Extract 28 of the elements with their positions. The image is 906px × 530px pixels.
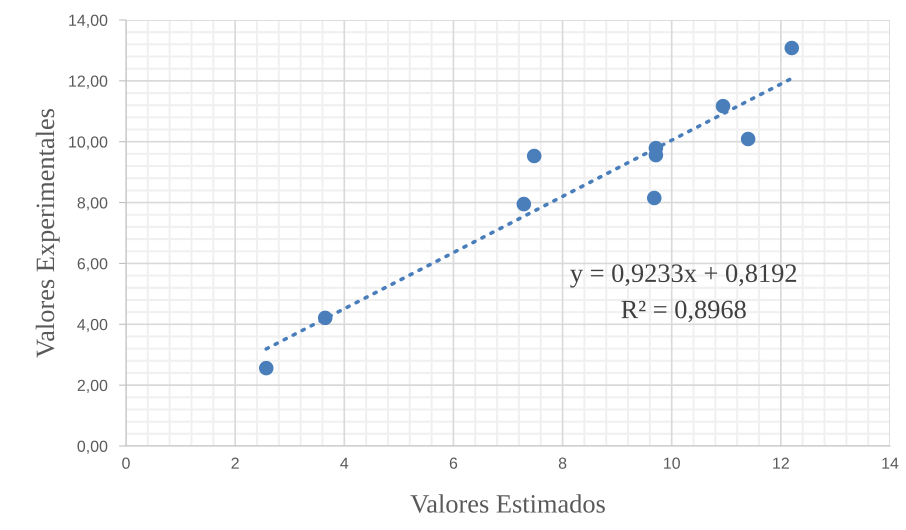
y-tick-label: 14,00 xyxy=(69,14,108,28)
point xyxy=(716,98,730,114)
point xyxy=(740,132,756,146)
annotation: y = 0,9233x + 0,8192 xyxy=(570,264,796,288)
point xyxy=(526,148,542,164)
y-tick-label: 10,00 xyxy=(69,136,108,150)
x-tick-label: 8 xyxy=(558,458,566,469)
annotation: R² = 0,8968 xyxy=(621,300,746,322)
x-tick-label: 6 xyxy=(450,458,458,469)
y-axis-title: Valores Experimentales xyxy=(36,109,60,358)
x-tick-label: 12 xyxy=(773,458,789,469)
x-tick-label: 10 xyxy=(664,458,680,469)
x-axis-title: Valores Estimados xyxy=(410,494,605,513)
point xyxy=(516,196,532,212)
point xyxy=(784,40,800,56)
y-tick-label: 4,00 xyxy=(77,318,108,332)
point xyxy=(646,190,662,206)
y-tick-label: 6,00 xyxy=(78,258,108,272)
x-tick-label: 4 xyxy=(340,458,348,469)
point xyxy=(258,360,274,376)
x-tick-label: 2 xyxy=(232,458,239,469)
x-tick-label: 14 xyxy=(882,458,898,469)
y-tick-label: 12,00 xyxy=(69,75,108,89)
point xyxy=(318,310,332,326)
y-tick-label: 2,00 xyxy=(78,380,108,393)
x-tick-label: 0 xyxy=(122,458,130,469)
y-tick-label: 8,00 xyxy=(78,197,108,210)
y-tick-label: 0,00 xyxy=(77,440,108,454)
